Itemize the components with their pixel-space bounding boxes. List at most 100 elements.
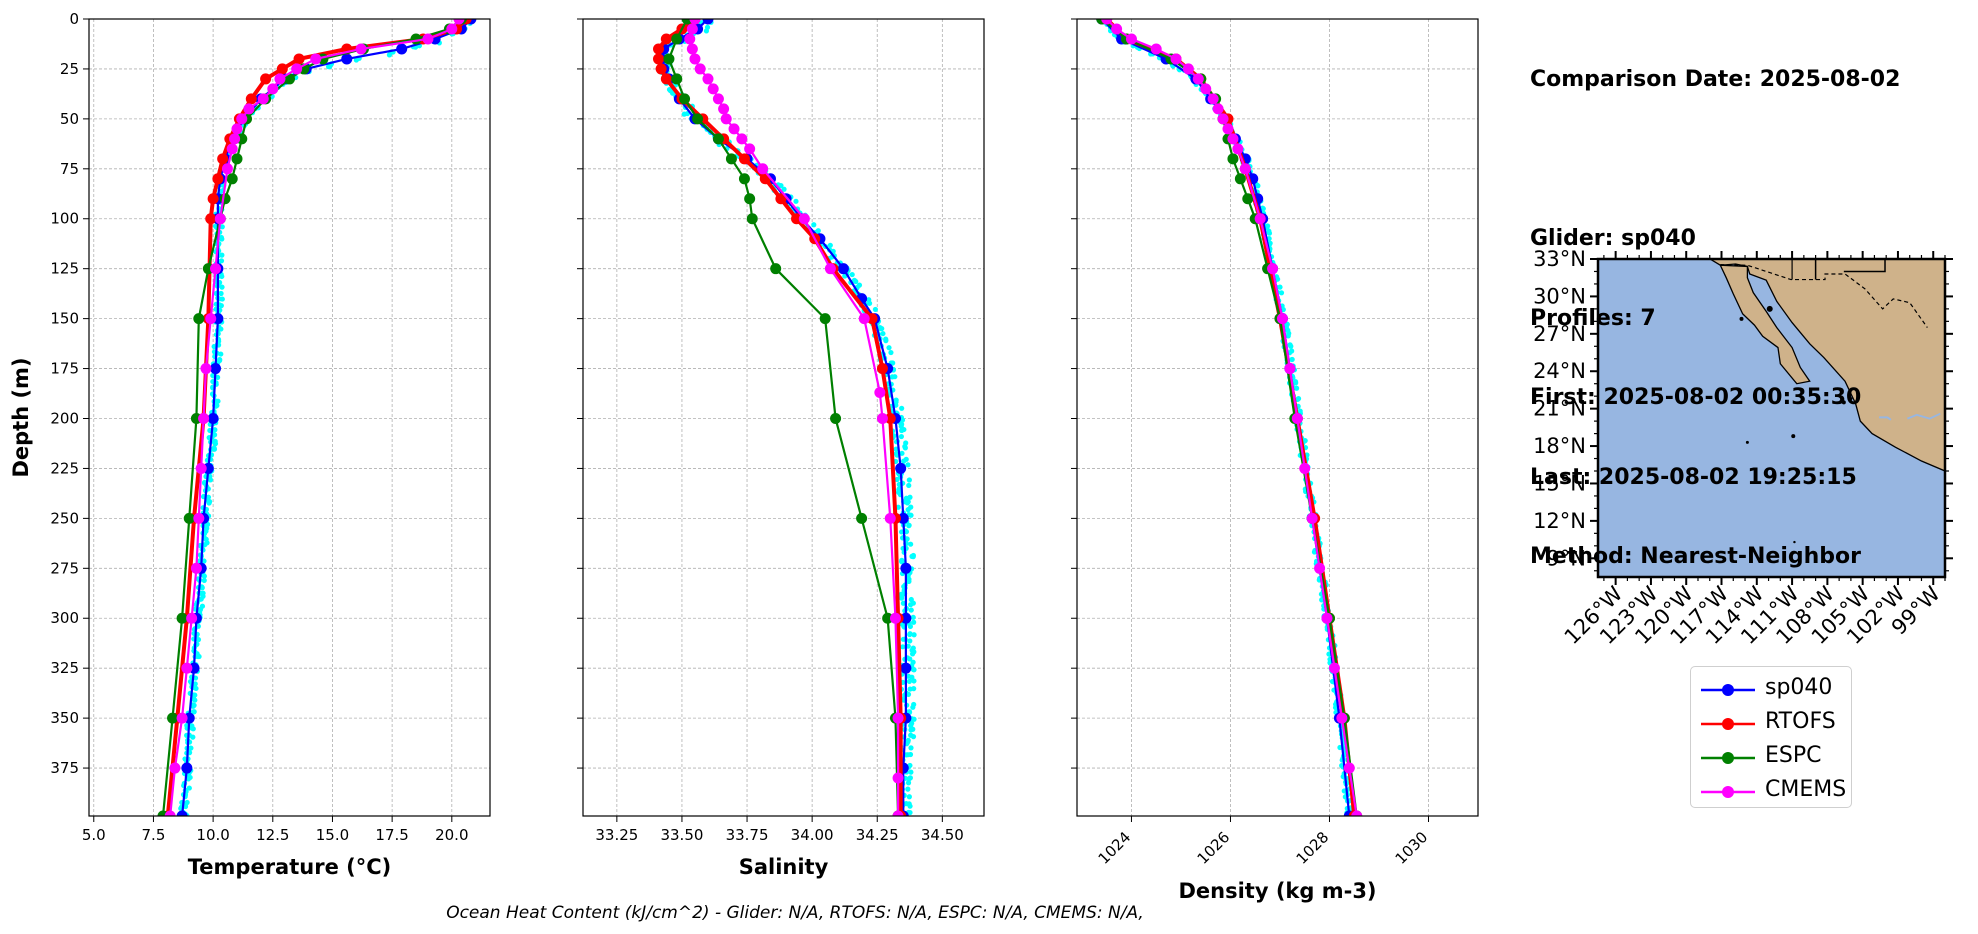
x-tick-label: 7.5 xyxy=(142,826,166,844)
glider-raw-point xyxy=(906,776,912,782)
glider-raw-point xyxy=(906,522,912,528)
glider-raw-point xyxy=(1277,284,1283,290)
profile-count: Profiles: 7 xyxy=(1530,305,1656,331)
glider-raw-point xyxy=(890,360,896,366)
glider-raw-point xyxy=(189,725,195,731)
series-point-cmems xyxy=(231,123,243,135)
glider-raw-point xyxy=(910,614,916,620)
island xyxy=(1841,400,1846,405)
glider-raw-point xyxy=(1289,348,1295,354)
island xyxy=(1739,316,1744,321)
series-point-sp040 xyxy=(900,612,912,624)
glider-raw-point xyxy=(894,476,900,483)
x-tick-label: 1030 xyxy=(1392,828,1432,868)
y-tick-label: 25 xyxy=(60,60,79,78)
series-point-cmems xyxy=(446,23,458,35)
series-point-cmems xyxy=(193,512,205,524)
axes-frame xyxy=(88,18,491,817)
glider-raw-point xyxy=(1255,183,1261,189)
glider-raw-point xyxy=(811,222,817,228)
glider-raw-point xyxy=(907,803,913,809)
x-tick-label: 34.50 xyxy=(921,826,964,844)
series-point-cmems xyxy=(689,19,701,25)
x-tick-label: 34.00 xyxy=(791,826,834,844)
first-time: First: 2025-08-02 00:35:30 xyxy=(1530,385,1862,410)
series-point-rtofs xyxy=(738,153,750,165)
series-point-cmems xyxy=(702,73,714,85)
series-point-cmems xyxy=(164,810,176,816)
series-point-cmems xyxy=(757,163,769,175)
series-point-cmems xyxy=(1267,263,1279,275)
glider-raw-point xyxy=(201,558,207,564)
series-point-espc xyxy=(679,93,691,105)
series-point-cmems xyxy=(707,83,719,95)
map-frame xyxy=(1596,257,1947,579)
glider-raw-point xyxy=(900,644,906,650)
glider-raw-point xyxy=(199,585,205,591)
series-point-cmems xyxy=(1170,53,1182,65)
series-line-cmems xyxy=(1105,19,1358,816)
series-point-cmems xyxy=(686,43,698,55)
x-tick-label: 1026 xyxy=(1194,828,1234,868)
glider-raw-point xyxy=(190,703,196,709)
glider-raw-point xyxy=(1294,385,1300,391)
y-tick-label: 150 xyxy=(50,310,79,328)
glider-raw-point xyxy=(193,685,199,692)
glider-raw-point xyxy=(849,271,855,278)
series-point-cmems xyxy=(892,772,904,784)
x-tick-label: 12.5 xyxy=(256,826,289,844)
glider-raw-point xyxy=(909,553,915,559)
glider-raw-point xyxy=(899,450,905,456)
glider-raw-point xyxy=(1275,276,1281,282)
glider-raw-point xyxy=(899,557,905,563)
y-tick-label: 275 xyxy=(50,559,79,577)
series-point-espc xyxy=(770,263,782,275)
glider-raw-point xyxy=(910,666,917,673)
y-tick-label: 375 xyxy=(50,759,79,777)
series-point-cmems xyxy=(1232,143,1244,155)
series-point-espc xyxy=(231,153,243,165)
country-border xyxy=(1720,264,1928,328)
series-point-rtofs xyxy=(791,213,803,225)
series-point-cmems xyxy=(200,363,212,375)
series-point-cmems xyxy=(205,313,217,325)
series-point-cmems xyxy=(190,562,202,574)
glider-raw-point xyxy=(204,540,210,546)
x-tick-label: 15.0 xyxy=(316,826,349,844)
series-point-cmems xyxy=(718,103,730,115)
y-tick-label: 300 xyxy=(50,609,79,627)
series-point-cmems xyxy=(892,810,904,816)
glider-raw-point xyxy=(212,438,218,444)
lat-label: 18°N xyxy=(1533,434,1586,458)
y-tick-label: 50 xyxy=(60,110,79,128)
series-point-cmems xyxy=(1125,33,1137,45)
series-point-cmems xyxy=(1343,762,1355,774)
glider-raw-point xyxy=(910,600,916,606)
glider-raw-point xyxy=(1285,333,1291,339)
x-tick-label: 33.25 xyxy=(595,826,638,844)
glider-raw-point xyxy=(908,732,914,738)
y-tick-label: 125 xyxy=(50,260,79,278)
glider-raw-point xyxy=(905,462,911,468)
series-point-rtofs xyxy=(260,73,272,85)
glider-raw-point xyxy=(905,752,911,758)
x-tick-label: 33.50 xyxy=(660,826,703,844)
series-point-sp040 xyxy=(210,363,222,375)
series-point-sp040 xyxy=(176,810,188,816)
x-tick-label: 5.0 xyxy=(82,826,106,844)
series-point-espc xyxy=(663,53,675,65)
glider-raw-point xyxy=(899,427,905,434)
series-point-cmems xyxy=(1200,83,1212,95)
lat-label: 24°N xyxy=(1533,359,1586,383)
series-point-cmems xyxy=(210,263,222,275)
lat-label: 33°N xyxy=(1533,247,1586,271)
glider-raw-point xyxy=(1266,230,1273,236)
ohc-footer: Ocean Heat Content (kJ/cm^2) - Glider: N… xyxy=(446,903,1144,923)
glider-raw-point xyxy=(904,500,910,506)
series-point-sp040 xyxy=(207,412,219,424)
last-time: Last: 2025-08-02 19:25:15 xyxy=(1530,464,1857,490)
series-point-cmems xyxy=(858,313,870,325)
glider-raw-point xyxy=(1278,290,1285,296)
glider-raw-point xyxy=(906,482,912,489)
